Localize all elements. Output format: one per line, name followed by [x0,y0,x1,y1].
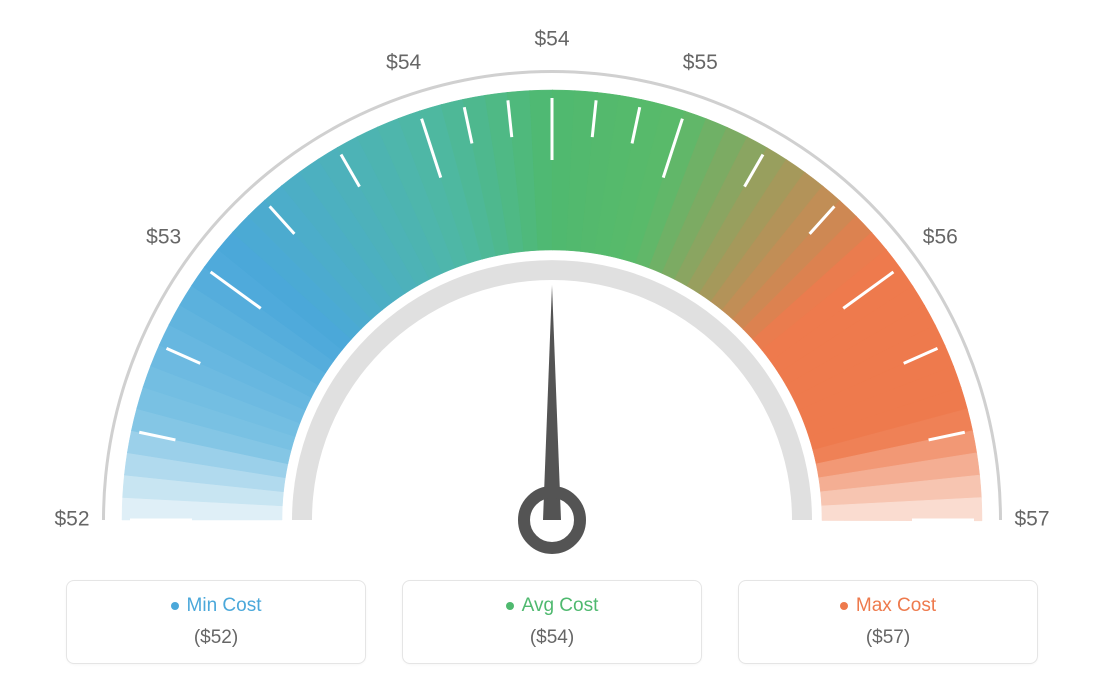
legend-avg-title: Avg Cost [506,595,599,617]
legend-min-value: ($52) [87,627,345,649]
legend-min-dot-icon [171,602,179,610]
svg-text:$54: $54 [534,28,569,51]
svg-text:$55: $55 [683,51,718,74]
legend-max-dot-icon [840,602,848,610]
gauge-container: $52 $53 $54 $54 $55 $56 $57 [20,20,1084,560]
legend-max-value: ($57) [759,627,1017,649]
legend-min-label: Min Cost [187,595,262,617]
svg-text:$54: $54 [386,51,421,74]
legend-row: Min Cost ($52) Avg Cost ($54) Max Cost (… [20,580,1084,664]
legend-avg-label: Avg Cost [522,595,599,617]
legend-max-title: Max Cost [840,595,936,617]
svg-text:$56: $56 [923,225,958,248]
legend-min-title: Min Cost [171,595,262,617]
legend-max: Max Cost ($57) [738,580,1038,664]
legend-avg-dot-icon [506,602,514,610]
svg-text:$57: $57 [1014,508,1049,531]
legend-max-label: Max Cost [856,595,936,617]
svg-text:$53: $53 [146,225,181,248]
legend-avg: Avg Cost ($54) [402,580,702,664]
gauge-chart: $52 $53 $54 $54 $55 $56 $57 [22,20,1082,560]
legend-avg-value: ($54) [423,627,681,649]
legend-min: Min Cost ($52) [66,580,366,664]
svg-text:$52: $52 [54,508,89,531]
